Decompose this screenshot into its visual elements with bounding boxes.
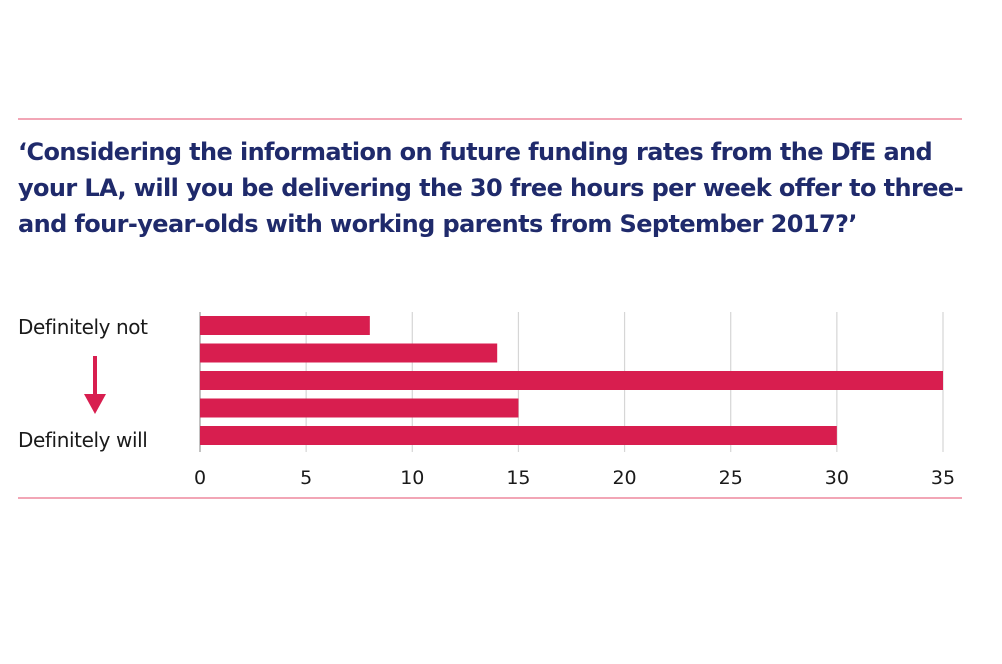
bars bbox=[200, 316, 943, 445]
x-tick-label: 10 bbox=[400, 467, 424, 489]
scale-label-bottom: Definitely will bbox=[18, 428, 148, 452]
bar bbox=[200, 426, 837, 445]
top-divider bbox=[18, 118, 962, 120]
x-axis-ticks: 0 5 10 15 20 25 30 35 bbox=[194, 467, 955, 489]
x-tick-label: 5 bbox=[300, 467, 312, 489]
chart-title: ‘Considering the information on future f… bbox=[18, 138, 964, 238]
down-arrow-icon bbox=[84, 356, 106, 414]
x-tick-label: 25 bbox=[719, 467, 743, 489]
x-tick-label: 0 bbox=[194, 467, 206, 489]
scale-label-top: Definitely not bbox=[18, 315, 148, 339]
x-tick-label: 20 bbox=[612, 467, 636, 489]
x-tick-label: 15 bbox=[506, 467, 530, 489]
bar bbox=[200, 371, 943, 390]
bottom-divider bbox=[18, 497, 962, 499]
x-tick-label: 35 bbox=[931, 467, 955, 489]
x-tick-label: 30 bbox=[825, 467, 849, 489]
bar bbox=[200, 343, 498, 363]
bar bbox=[200, 316, 370, 335]
bar bbox=[200, 398, 519, 418]
